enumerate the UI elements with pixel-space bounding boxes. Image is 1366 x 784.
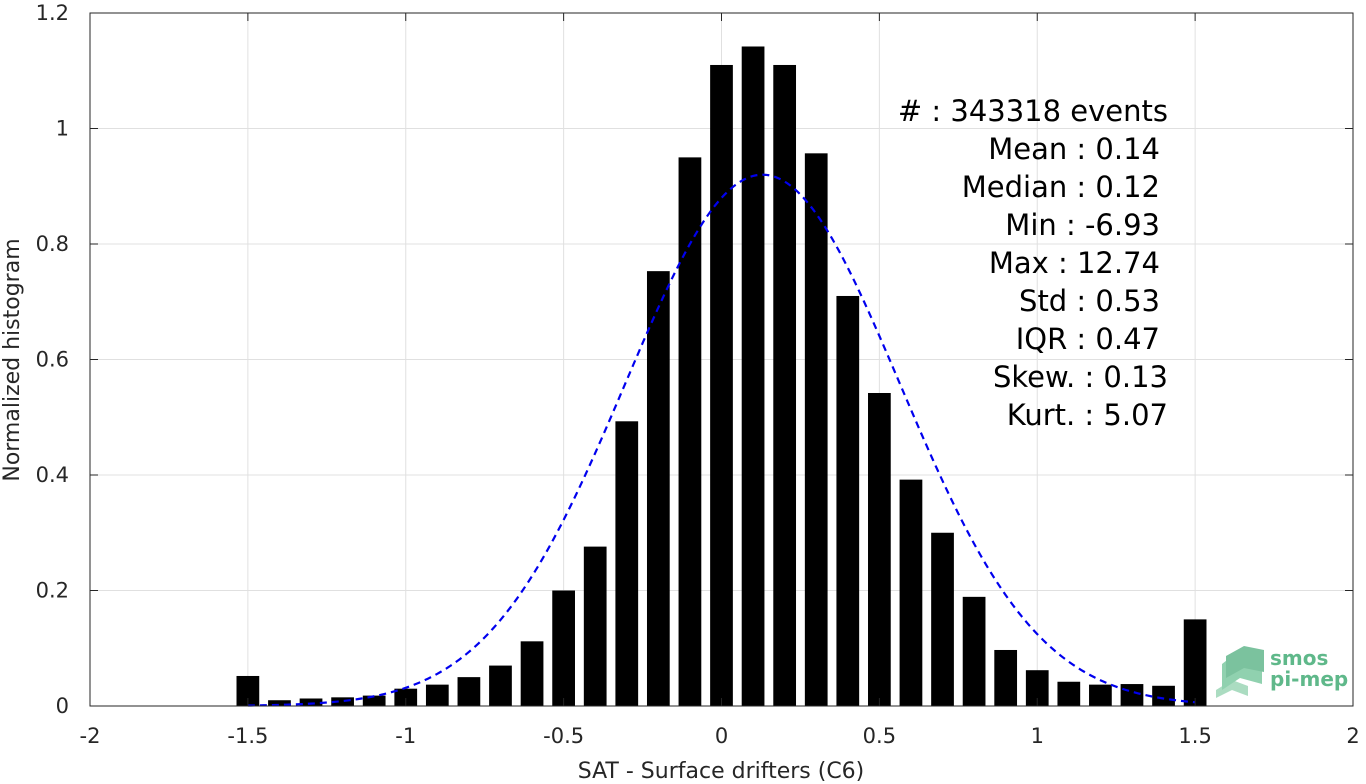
x-tick-label: 1.5 bbox=[1178, 724, 1211, 748]
histogram-bar bbox=[615, 421, 639, 706]
logo-text-smos: smos bbox=[1270, 646, 1328, 670]
histogram-bar bbox=[868, 392, 891, 706]
histogram-bar bbox=[994, 649, 1018, 706]
stats-line: Std : 0.53 bbox=[1019, 284, 1160, 318]
histogram-bar bbox=[520, 641, 544, 706]
x-axis-ticks: -2 -1.5 -1 -0.5 0 0.5 1 1.5 2 bbox=[80, 13, 1360, 748]
x-tick-label: 1 bbox=[1031, 724, 1044, 748]
stats-line: Skew. : 0.13 bbox=[993, 360, 1168, 394]
x-tick-label: -1.5 bbox=[227, 724, 268, 748]
histogram-bar bbox=[741, 46, 765, 707]
histogram-bar bbox=[1183, 619, 1207, 706]
y-tick-label: 1.2 bbox=[36, 1, 69, 25]
gaussian-fit-line bbox=[247, 173, 1196, 707]
histogram-bar bbox=[773, 64, 797, 707]
y-axis-ticks: 0 0.2 0.4 0.6 0.8 1 1.2 bbox=[36, 1, 1353, 718]
histogram-bar bbox=[457, 677, 481, 706]
x-axis-label: SAT - Surface drifters (C6) bbox=[578, 759, 865, 784]
histogram-bar bbox=[583, 546, 607, 706]
statistics-annotation: # : 343318 events Mean : 0.14 Median : 0.1… bbox=[898, 94, 1168, 432]
smos-pi-mep-logo: smos pi-mep bbox=[1216, 646, 1348, 698]
histogram-bar bbox=[804, 153, 828, 706]
stats-line: IQR : 0.47 bbox=[1016, 322, 1160, 356]
x-tick-label: -0.5 bbox=[543, 724, 584, 748]
y-tick-label: 1 bbox=[56, 117, 69, 141]
y-tick-label: 0.8 bbox=[36, 232, 69, 256]
x-tick-label: -1 bbox=[395, 724, 416, 748]
histogram-bar bbox=[489, 665, 512, 706]
stats-line: Kurt. : 5.07 bbox=[1007, 398, 1168, 432]
histogram-bar bbox=[268, 700, 291, 706]
histogram-bars bbox=[236, 46, 1207, 707]
logo-text-pi-mep: pi-mep bbox=[1270, 667, 1348, 691]
y-axis-label: Normalized histogram bbox=[0, 238, 25, 481]
x-tick-label: 2 bbox=[1346, 724, 1359, 748]
x-tick-label: -2 bbox=[80, 724, 101, 748]
histogram-bar bbox=[1057, 681, 1081, 706]
histogram-bar bbox=[362, 695, 386, 706]
stats-line: Min : -6.93 bbox=[1005, 208, 1160, 242]
histogram-bar bbox=[678, 157, 702, 706]
y-tick-label: 0.4 bbox=[36, 463, 69, 487]
y-tick-label: 0.6 bbox=[36, 348, 69, 372]
histogram-bar bbox=[1025, 670, 1049, 706]
stats-line: Mean : 0.14 bbox=[988, 132, 1160, 166]
histogram-bar bbox=[962, 596, 986, 706]
stats-line: Max : 12.74 bbox=[989, 246, 1160, 280]
histogram-bar bbox=[1152, 685, 1175, 706]
histogram-bar bbox=[552, 590, 575, 706]
stats-line: # : 343318 events bbox=[898, 94, 1168, 128]
histogram-bar bbox=[299, 698, 323, 706]
histogram-bar bbox=[331, 697, 354, 706]
histogram-bar bbox=[710, 64, 733, 707]
histogram-bar bbox=[1120, 684, 1144, 706]
histogram-bar bbox=[931, 532, 954, 706]
x-tick-label: 0.5 bbox=[863, 724, 896, 748]
histogram-bar bbox=[836, 295, 860, 706]
histogram-bar bbox=[236, 675, 260, 706]
y-tick-label: 0.2 bbox=[36, 579, 69, 603]
x-tick-label: 0 bbox=[715, 724, 728, 748]
histogram-bar bbox=[1089, 684, 1112, 706]
histogram-bar bbox=[394, 688, 418, 706]
logo-mark-icon bbox=[1216, 646, 1264, 698]
histogram-bar bbox=[425, 684, 449, 706]
stats-line: Median : 0.12 bbox=[962, 170, 1160, 204]
histogram-bar bbox=[646, 271, 670, 706]
histogram-bar bbox=[899, 479, 923, 706]
y-tick-label: 0 bbox=[56, 694, 69, 718]
